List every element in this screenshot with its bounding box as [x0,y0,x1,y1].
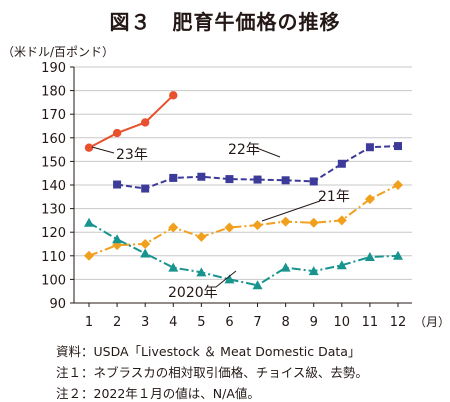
y-tick-label: 170 [41,108,66,123]
data-point [225,175,234,184]
y-tick-label: 100 [41,273,66,288]
data-point [140,118,150,127]
series-labels: 23年 22年 21年 2020年 [91,142,350,301]
x-tick-label: 5 [197,315,205,330]
data-point [280,216,291,227]
x-tick-label: 10 [334,315,351,330]
y-tick-label: 180 [41,85,66,100]
note-2: 注２：2022年１月の値は、N/A値。 [56,386,260,401]
y-tick-label: 90 [49,297,66,312]
series-line [88,94,174,149]
y-tick-label: 190 [41,61,66,76]
data-point [365,143,374,152]
data-point [252,280,263,290]
x-tick-label: 8 [281,315,289,330]
data-point [197,172,206,181]
data-point [196,267,207,277]
series-label: 2020年 [168,285,218,301]
x-tick-label: 2 [113,315,121,330]
data-point [84,217,94,227]
data-point [224,274,235,284]
data-point [252,220,263,231]
series-line [116,145,399,190]
series-lines [84,91,403,290]
y-axis-unit-label: （米ドル/百ポンド） [2,45,115,59]
series-label: 21年 [318,189,350,205]
chart-title: 図３ 肥育牛価格の推移 [109,10,341,34]
series-label: 23年 [116,147,148,163]
y-tick-label: 160 [41,132,66,147]
x-axis-unit-label: （月） [414,315,450,329]
data-point [393,180,403,190]
data-point [140,239,151,249]
data-point [394,142,402,151]
series-23年 [84,91,178,152]
label-leader-line [261,200,321,222]
data-point [308,217,319,228]
x-tick-label: 6 [225,315,233,330]
x-tick-label: 4 [169,315,177,330]
series-2020年 [84,217,403,290]
data-point [140,248,151,258]
data-point [112,128,122,138]
data-point [308,266,319,276]
y-tick-label: 150 [41,155,66,170]
data-point [336,260,347,270]
data-point [336,215,347,226]
data-point [280,262,291,272]
label-leader-line [215,270,237,288]
data-point [168,262,179,272]
series-21年 [84,180,403,261]
series-22年 [113,142,402,193]
data-point [364,194,375,205]
data-point [309,177,318,186]
label-leader-line [253,146,281,158]
y-tick-label: 120 [41,226,66,241]
data-point [113,180,122,189]
data-point [253,175,262,184]
x-tick-label: 7 [253,315,261,330]
data-point [168,222,179,233]
data-point [196,231,207,242]
data-point [84,143,94,152]
source-note: 資料：USDA「Livestock ＆ Meat Domestic Data」 [56,344,361,359]
data-point [337,159,346,168]
x-tick-label: 3 [141,315,149,330]
data-point [393,250,403,260]
note-1: 注１：ネブラスカの相対取引価格、チョイス級、去勢。 [56,365,368,380]
data-point [112,234,123,244]
gridlines [74,66,412,280]
series-label: 22年 [228,142,260,158]
x-tick-label: 11 [362,315,379,330]
x-tick-label: 12 [390,315,407,330]
y-tick-label: 110 [41,250,66,265]
y-tick-label: 140 [41,179,66,194]
data-point [364,251,375,261]
data-point [224,222,235,233]
series-line [88,184,399,257]
data-point [169,91,178,100]
data-point [141,184,150,193]
data-point [169,173,178,182]
data-point [84,250,94,261]
data-point [281,176,290,185]
y-tick-label: 130 [41,203,66,218]
series-line [88,221,399,287]
x-tick-label: 1 [85,315,93,330]
label-leader-line [91,146,115,154]
x-tick-label: 9 [310,315,318,330]
